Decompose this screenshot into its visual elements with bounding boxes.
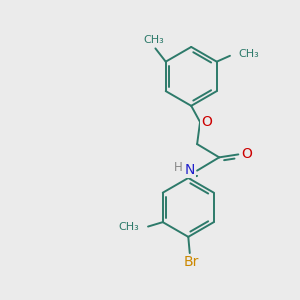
- Text: CH₃: CH₃: [118, 222, 139, 232]
- Text: CH₃: CH₃: [238, 49, 259, 59]
- Text: Br: Br: [184, 256, 199, 269]
- Text: H: H: [174, 160, 182, 174]
- Text: O: O: [241, 147, 252, 161]
- Text: N: N: [184, 163, 195, 177]
- Text: CH₃: CH₃: [144, 35, 164, 45]
- Text: O: O: [201, 115, 212, 129]
